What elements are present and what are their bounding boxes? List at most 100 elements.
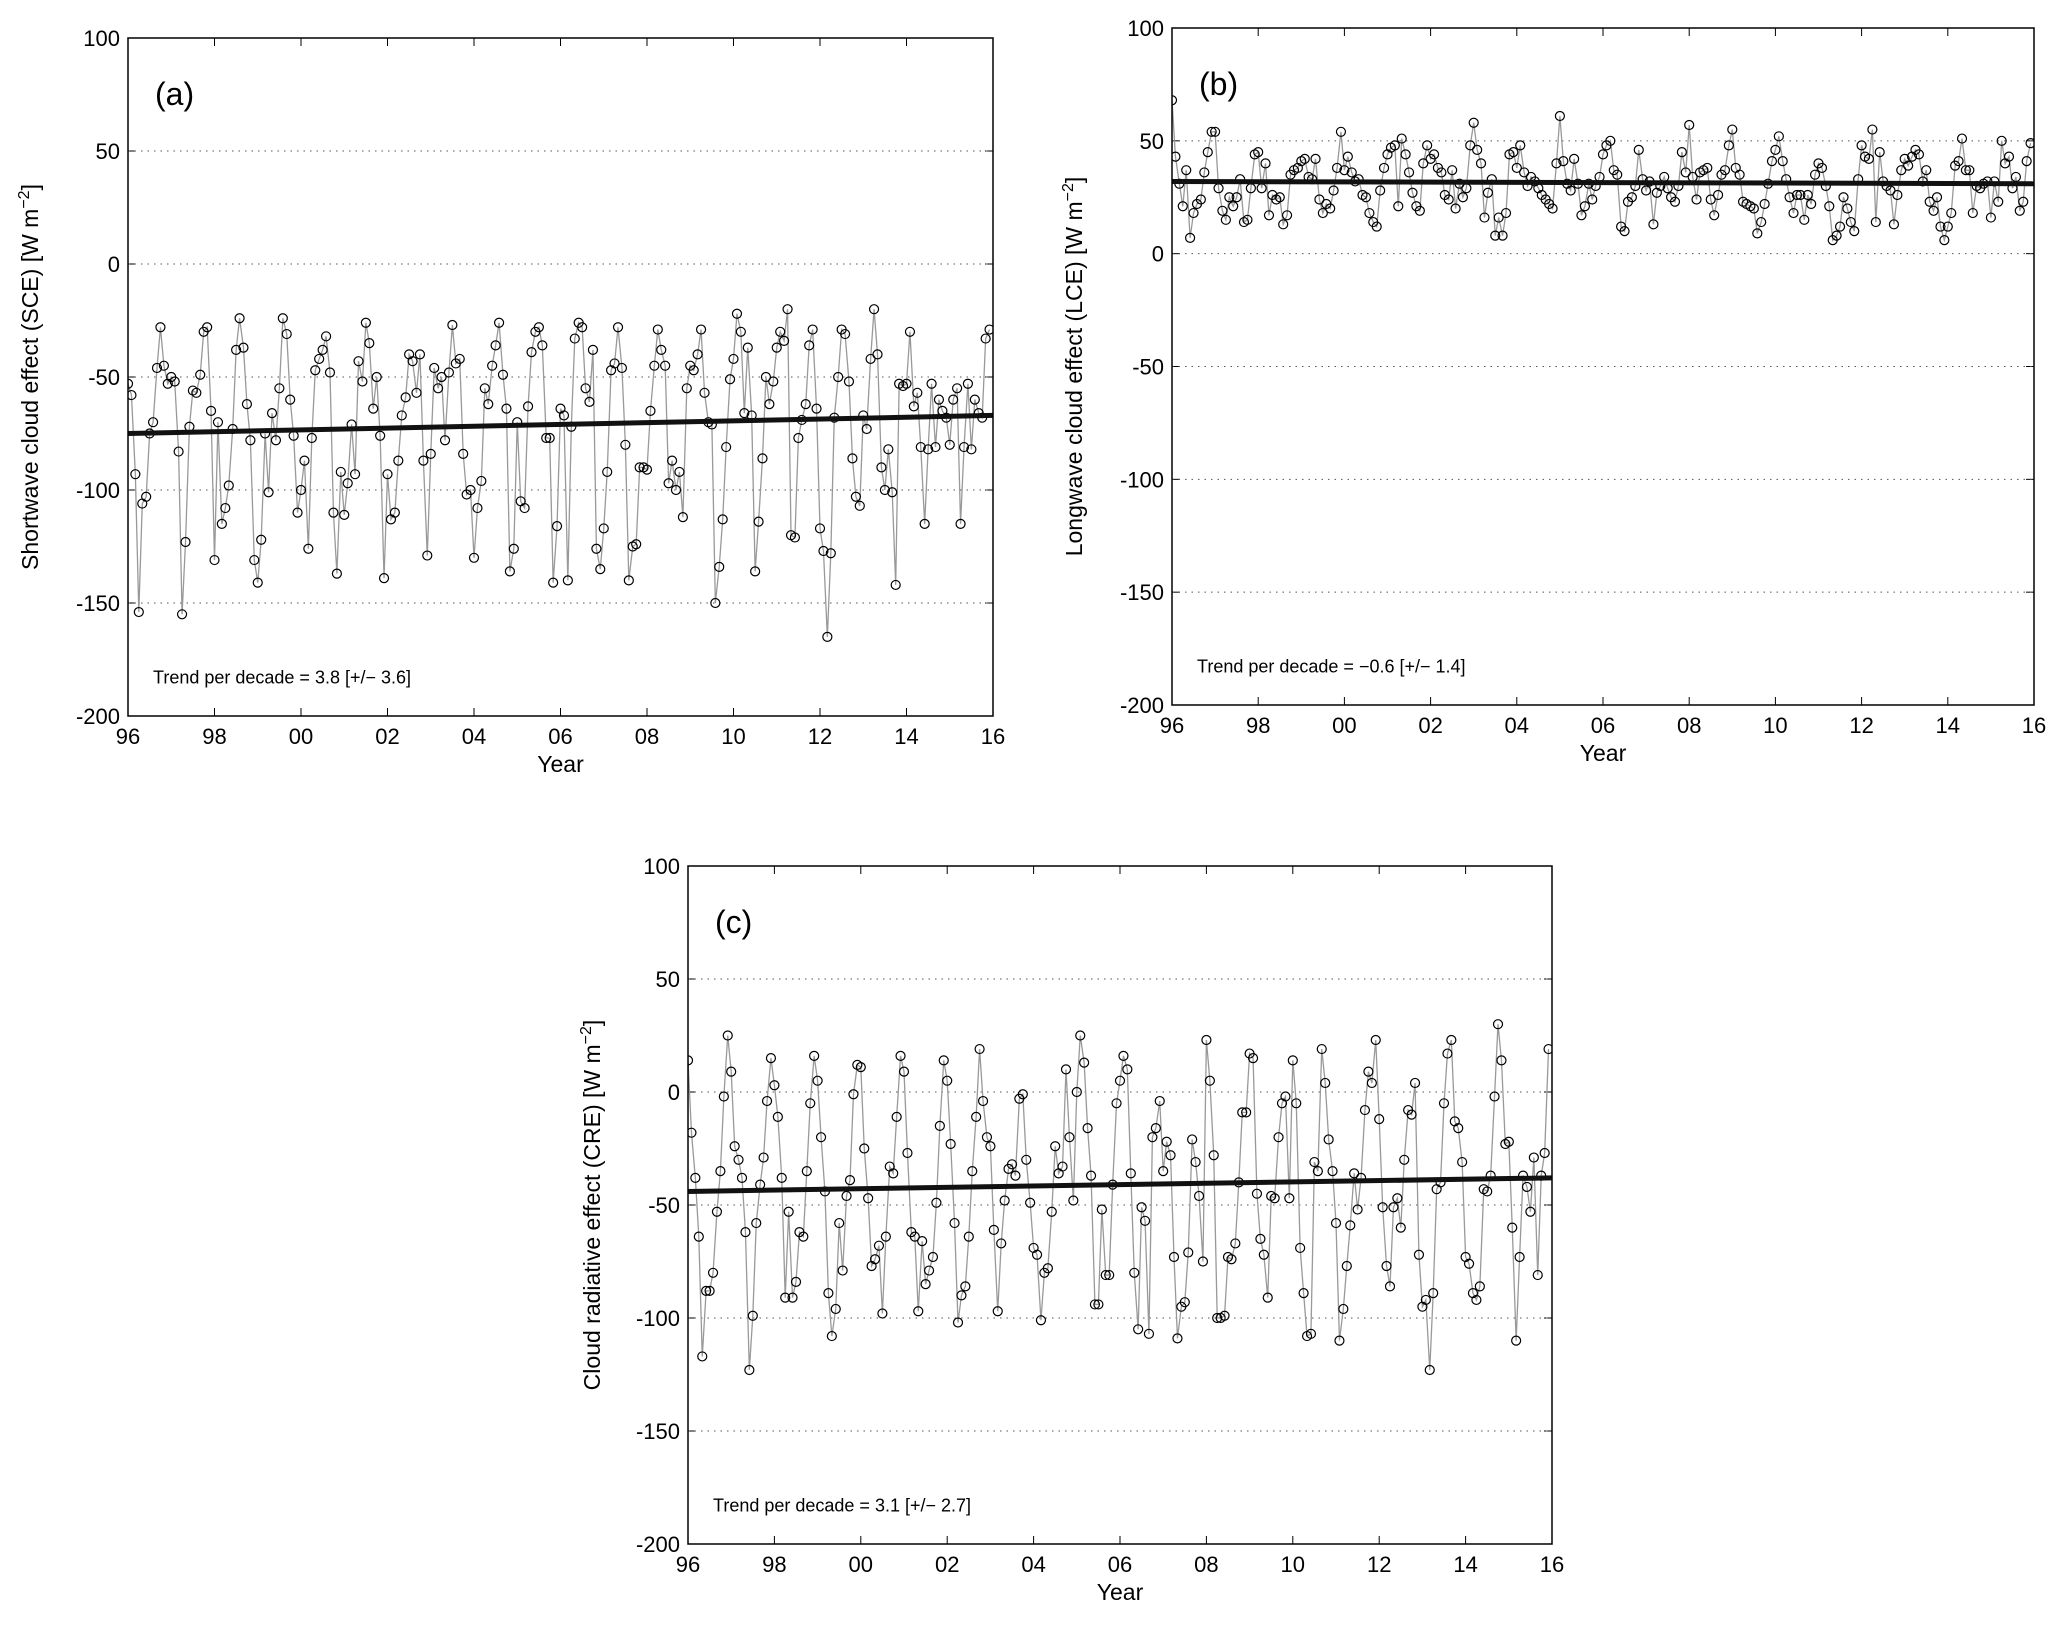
data-point xyxy=(1363,1066,1374,1077)
data-point xyxy=(1291,1098,1302,1109)
data-point xyxy=(981,1132,993,1143)
data-point xyxy=(1031,1249,1043,1260)
data-point xyxy=(917,1236,928,1247)
data-point xyxy=(158,360,169,371)
data-point xyxy=(934,1120,945,1132)
y-tick-label: 100 xyxy=(83,26,120,51)
data-point xyxy=(1150,1123,1161,1134)
data-point xyxy=(1953,156,1964,167)
data-point xyxy=(1206,126,1217,137)
x-tick-label: 16 xyxy=(981,724,1005,749)
data-point xyxy=(1172,1333,1183,1344)
data-point xyxy=(1057,1161,1068,1172)
data-point xyxy=(1284,1193,1295,1204)
data-point xyxy=(1158,1165,1169,1177)
x-tick-label: 08 xyxy=(1677,713,1701,738)
data-point xyxy=(493,317,505,328)
data-point xyxy=(1766,156,1778,167)
data-point xyxy=(598,523,609,534)
data-point xyxy=(974,1043,985,1055)
axes-frame xyxy=(127,37,994,717)
data-point xyxy=(1885,185,1896,196)
data-point xyxy=(216,518,227,530)
data-point xyxy=(1172,151,1181,162)
data-point xyxy=(205,405,217,416)
data-point xyxy=(418,455,429,466)
data-point xyxy=(1195,194,1206,205)
y-tick-label: 50 xyxy=(1140,129,1164,154)
data-point xyxy=(1795,189,1806,201)
data-point xyxy=(1360,192,1372,203)
data-point xyxy=(1400,149,1411,160)
data-point xyxy=(133,606,144,618)
data-point xyxy=(1114,1075,1126,1086)
data-point xyxy=(879,484,890,496)
y-tick-label: 0 xyxy=(108,252,120,277)
data-point xyxy=(818,545,829,557)
data-point xyxy=(1756,216,1767,228)
data-point xyxy=(688,1127,697,1138)
x-axis-label: Year xyxy=(1097,1579,1144,1605)
data-point xyxy=(1328,185,1339,196)
data-point xyxy=(479,383,490,394)
plot-area xyxy=(128,304,993,643)
x-tick-label: 16 xyxy=(2022,713,2046,738)
x-tick-label: 96 xyxy=(116,724,140,749)
data-point xyxy=(1960,165,1972,176)
data-point xyxy=(1341,1260,1352,1272)
data-point xyxy=(537,340,548,351)
data-point xyxy=(1463,1258,1475,1269)
data-point xyxy=(1396,133,1407,144)
data-point xyxy=(969,394,980,405)
data-point xyxy=(948,394,959,405)
data-point xyxy=(787,1292,798,1303)
data-point xyxy=(880,1231,891,1242)
data-point xyxy=(823,1288,834,1299)
data-point xyxy=(1515,140,1526,151)
data-line xyxy=(128,309,991,637)
data-point xyxy=(623,575,634,586)
y-tick-label: -100 xyxy=(76,478,120,503)
data-point xyxy=(472,502,483,514)
data-point xyxy=(1492,1019,1504,1030)
data-point xyxy=(811,403,822,414)
data-point xyxy=(1133,1324,1144,1335)
data-point xyxy=(1519,167,1530,178)
data-point xyxy=(1323,1134,1334,1145)
y-axis-label-text: Cloud radiative effect (CRE) [W m xyxy=(579,1044,605,1390)
data-point xyxy=(1403,167,1415,178)
data-point xyxy=(930,441,941,453)
data-point xyxy=(1838,192,1849,203)
data-point xyxy=(999,1195,1010,1206)
y-axis-label: Cloud radiative effect (CRE) [W m−2] xyxy=(578,1020,605,1391)
data-point xyxy=(1788,207,1799,219)
data-point xyxy=(699,387,710,398)
panel-label: (a) xyxy=(155,76,194,112)
data-point xyxy=(1913,149,1925,160)
data-point xyxy=(1241,1107,1252,1118)
data-point xyxy=(616,362,628,374)
data-point xyxy=(1539,1147,1550,1159)
y-tick-label: -100 xyxy=(1120,467,1164,492)
data-point xyxy=(865,353,876,365)
y-tick-label: -200 xyxy=(76,704,120,729)
data-point xyxy=(1514,1251,1525,1263)
x-tick-label: 06 xyxy=(548,724,572,749)
data-point xyxy=(1177,201,1188,212)
data-point xyxy=(722,1030,733,1041)
data-point xyxy=(436,371,447,383)
data-point xyxy=(1237,1107,1248,1118)
trend-line xyxy=(128,412,993,436)
data-point xyxy=(724,374,736,385)
data-point xyxy=(1269,1193,1280,1204)
data-point xyxy=(1834,221,1846,232)
data-point xyxy=(1339,165,1350,176)
data-point xyxy=(1181,165,1192,176)
data-point xyxy=(320,331,332,342)
x-tick-label: 08 xyxy=(1194,1552,1218,1577)
data-point xyxy=(1863,153,1875,164)
data-point xyxy=(631,539,642,550)
data-point xyxy=(1161,1136,1172,1147)
data-point xyxy=(1295,1242,1306,1254)
data-point xyxy=(1168,1251,1180,1263)
